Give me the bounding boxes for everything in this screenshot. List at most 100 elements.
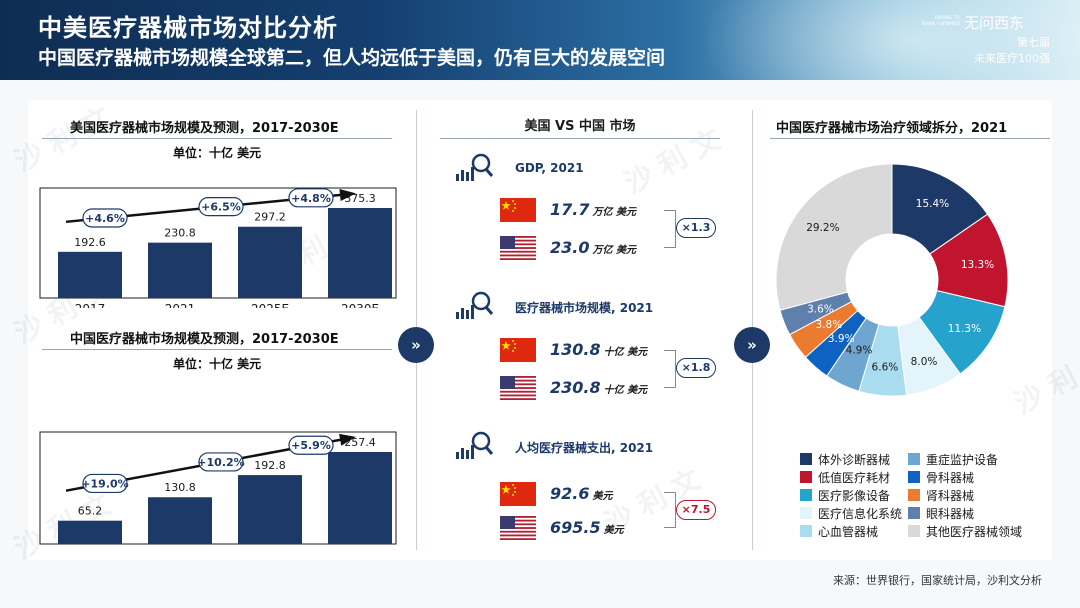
legend-swatch — [800, 453, 812, 465]
metric-title: GDP, 2021 — [515, 161, 584, 175]
china-flag-icon — [500, 198, 536, 222]
chart-frame — [39, 431, 397, 545]
category-label: 2030E — [341, 302, 379, 308]
bar — [58, 520, 122, 544]
legend-swatch — [908, 507, 920, 519]
slice-label: 11.3% — [948, 323, 981, 335]
trend-arrow-head — [339, 433, 356, 446]
china-flag-icon — [500, 338, 536, 362]
bar — [148, 497, 212, 544]
ratio-bracket — [664, 492, 676, 528]
slice-label: 3.8% — [816, 319, 843, 331]
metric-title: 医疗器械市场规模, 2021 — [515, 301, 654, 315]
slice-label: 13.3% — [961, 259, 994, 271]
legend-item: 低值医疗耗材 — [800, 469, 890, 486]
treatment-area-donut-chart: 15.4% 13.3% 11.3% 8.0% 6.6% 4.9%3.9% 3.8% 3.6% 2… — [775, 163, 1009, 397]
ratio-bracket — [664, 350, 676, 388]
slice-label: 6.6% — [872, 362, 899, 374]
ratio-badge: ×7.5 — [676, 500, 716, 520]
double-chevron-right-icon: » — [398, 327, 434, 363]
china-flag-icon — [500, 482, 536, 506]
bar-value-label: 192.6 — [74, 236, 106, 249]
bar — [328, 208, 392, 298]
us-flag-icon — [500, 376, 536, 400]
slice-label: 3.6% — [807, 303, 834, 315]
slice-label: 8.0% — [911, 356, 938, 368]
source-note: 来源：世界银行，国家统计局，沙利文分析 — [833, 574, 1042, 587]
cagr-label: +5.9% — [291, 439, 331, 452]
legend-swatch — [908, 471, 920, 483]
bar — [328, 452, 392, 544]
bar-value-label: 192.8 — [254, 459, 286, 472]
donut-chart-rule — [770, 138, 1050, 139]
cn-market-bar-chart: 65.22017130.82021192.82025E257.42030E+19… — [39, 431, 397, 545]
metric-title: 人均医疗器械支出, 2021 — [515, 441, 654, 455]
category-label: 2021 — [165, 302, 196, 308]
category-label: 2017 — [75, 302, 106, 308]
magnifier-chart-icon — [456, 431, 493, 459]
us-value: 695.5 美元 — [550, 518, 624, 537]
slice-label: 15.4% — [916, 198, 949, 210]
legend-item: 其他医疗器械领域 — [908, 523, 1022, 540]
legend-swatch — [908, 525, 920, 537]
legend-label: 低值医疗耗材 — [818, 471, 891, 485]
china-value: 130.8 十亿 美元 — [550, 340, 648, 359]
legend-label: 医疗信息化系统 — [818, 507, 903, 521]
legend-swatch — [800, 525, 812, 537]
legend-item: 肾科器械 — [908, 487, 974, 504]
us-value: 23.0 万亿 美元 — [550, 238, 636, 257]
legend-swatch — [800, 507, 812, 519]
brand-english: DARING TO SHINE FORWARD — [921, 16, 960, 27]
legend-item: 医疗影像设备 — [800, 487, 890, 504]
legend-item: 骨科器械 — [908, 469, 974, 486]
brand-logo-text: 无问西东 — [964, 14, 1025, 32]
legend-label: 医疗影像设备 — [818, 489, 891, 503]
us-chart-rule — [42, 138, 392, 139]
category-label: 2025E — [251, 302, 289, 308]
chart-frame — [39, 187, 397, 299]
donut-chart-title: 中国医疗器械市场治疗领域拆分，2021 — [776, 121, 1008, 136]
cagr-pill — [198, 452, 244, 472]
slice-label: 29.2% — [806, 222, 839, 234]
us-value: 230.8 十亿 美元 — [550, 378, 648, 397]
cagr-label: +19.0% — [81, 477, 128, 490]
header-glow — [700, 0, 1080, 80]
us-chart-title: 美国医疗器械市场规模及预测，2017-2030E — [70, 121, 339, 136]
us-market-bar-chart: 192.62017230.82021297.22025E375.32030E+4… — [39, 187, 397, 308]
bar-value-label: 257.4 — [344, 436, 376, 449]
brand-edition: 第七届 — [1017, 36, 1050, 49]
bar-value-label: 297.2 — [254, 211, 286, 224]
cagr-label: +10.2% — [197, 456, 244, 469]
cagr-label: +4.8% — [291, 192, 331, 205]
slice-label: 4.9% — [846, 345, 873, 357]
bar-value-label: 130.8 — [164, 481, 196, 494]
legend-swatch — [908, 489, 920, 501]
donut-slice — [775, 163, 893, 311]
china-value: 17.7 万亿 美元 — [550, 200, 636, 219]
bar-value-label: 230.8 — [164, 227, 196, 240]
cagr-pill — [82, 208, 128, 228]
cagr-pill — [288, 435, 334, 455]
legend-item: 医疗信息化系统 — [800, 505, 902, 522]
brand-event: 未来医疗100强 — [974, 52, 1050, 65]
legend-swatch — [800, 471, 812, 483]
us-flag-icon — [500, 516, 536, 540]
page-title: 中美医疗器械市场对比分析 — [38, 14, 338, 42]
bar — [238, 475, 302, 544]
legend-swatch — [908, 453, 920, 465]
brand-logo: DARING TO SHINE FORWARD 无问西东 第七届 未来医疗100… — [920, 12, 1050, 68]
cn-chart-rule — [42, 349, 392, 350]
china-value: 92.6 美元 — [550, 484, 613, 503]
double-chevron-right-icon: » — [734, 327, 770, 363]
us-chart-unit: 单位：十亿 美元 — [173, 146, 262, 160]
legend-label: 眼科器械 — [926, 507, 975, 521]
bar — [238, 226, 302, 298]
legend-swatch — [800, 489, 812, 501]
bar — [148, 242, 212, 298]
header-banner: 中美医疗器械市场对比分析 中国医疗器械市场规模全球第二，但人均远低于美国，仍有巨… — [0, 0, 1080, 80]
cn-chart-unit: 单位：十亿 美元 — [173, 357, 262, 371]
bar — [58, 251, 122, 298]
cagr-pill — [198, 197, 244, 217]
cagr-label: +4.6% — [85, 212, 125, 225]
legend-item: 心血管器械 — [800, 523, 878, 540]
